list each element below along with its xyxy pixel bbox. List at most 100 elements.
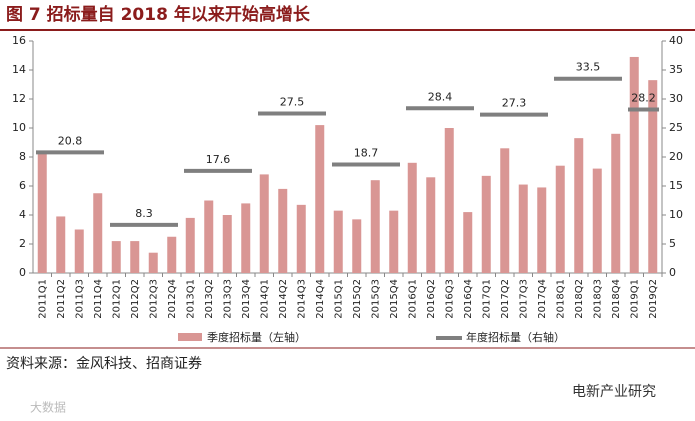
bar (278, 188, 288, 273)
x-tick-label: 2018Q2 (574, 279, 585, 319)
x-tick-label: 2018Q4 (611, 279, 622, 319)
x-tick-label: 2017Q3 (518, 279, 529, 319)
data-label: 27.3 (502, 97, 527, 110)
data-label: 20.8 (58, 134, 83, 147)
x-tick-label: 2019Q1 (629, 279, 640, 319)
bar (148, 252, 158, 273)
bar (555, 165, 565, 273)
y2-tick-label: 15 (669, 179, 683, 192)
bar (537, 187, 547, 273)
y-tick-label: 12 (12, 92, 26, 105)
x-tick-label: 2011Q3 (74, 279, 85, 319)
x-tick-label: 2013Q4 (241, 279, 252, 319)
bar (185, 217, 195, 273)
bar (93, 193, 103, 273)
bar (352, 219, 362, 273)
x-tick-label: 2015Q4 (389, 279, 400, 319)
bar (315, 125, 325, 273)
bar (259, 174, 269, 273)
data-label: 28.2 (631, 91, 656, 104)
bar (592, 168, 602, 273)
y-tick-label: 10 (12, 121, 26, 134)
bar (463, 212, 473, 273)
y2-tick-label: 30 (669, 92, 683, 105)
y2-tick-label: 5 (669, 237, 676, 250)
y-tick-label: 6 (19, 179, 26, 192)
y-tick-label: 4 (19, 208, 26, 221)
chart-title: 图 7 招标量自 2018 年以来开始高增长 (6, 4, 311, 25)
data-label: 33.5 (576, 61, 601, 74)
x-tick-label: 2016Q3 (444, 279, 455, 319)
bar (241, 203, 251, 273)
legend-swatch (178, 333, 202, 341)
y-tick-label: 2 (19, 237, 26, 250)
bar (426, 177, 436, 273)
x-tick-label: 2014Q1 (259, 279, 270, 319)
bar (167, 236, 177, 273)
x-tick-label: 2018Q3 (592, 279, 603, 319)
bar (518, 184, 528, 273)
bar (648, 80, 658, 274)
x-tick-label: 2011Q1 (37, 279, 48, 319)
bar (481, 175, 491, 273)
y2-tick-label: 35 (669, 63, 683, 76)
x-tick-label: 2015Q3 (370, 279, 381, 319)
data-label: 27.5 (280, 96, 305, 109)
bar (500, 148, 510, 273)
watermark: 电新产业研究 (572, 384, 656, 400)
x-tick-label: 2017Q1 (481, 279, 492, 319)
bar (611, 133, 621, 273)
x-tick-label: 2012Q1 (111, 279, 122, 319)
bar (389, 210, 399, 273)
x-tick-label: 2017Q4 (537, 279, 548, 319)
y-tick-label: 8 (19, 150, 26, 163)
x-tick-label: 2017Q2 (500, 279, 511, 319)
y2-tick-label: 10 (669, 208, 683, 221)
x-tick-label: 2016Q2 (426, 279, 437, 319)
y-tick-label: 0 (19, 266, 26, 279)
data-label: 8.3 (135, 207, 153, 220)
bar (130, 241, 140, 273)
x-tick-label: 2014Q2 (278, 279, 289, 319)
legend-label: 季度招标量（左轴） (207, 330, 306, 344)
bar (370, 180, 380, 273)
x-tick-label: 2019Q2 (648, 279, 659, 319)
data-label: 17.6 (206, 153, 231, 166)
x-tick-label: 2013Q2 (204, 279, 215, 319)
x-tick-label: 2011Q4 (93, 279, 104, 319)
bar (407, 162, 417, 273)
y2-tick-label: 20 (669, 150, 683, 163)
bar (56, 216, 66, 273)
y2-tick-label: 40 (669, 34, 683, 47)
y-tick-label: 14 (12, 63, 26, 76)
x-tick-label: 2011Q2 (56, 279, 67, 319)
data-label: 18.7 (354, 147, 379, 160)
bar (629, 56, 639, 274)
x-tick-label: 2018Q1 (555, 279, 566, 319)
source: 资料来源：金风科技、招商证券 (6, 356, 202, 372)
bar (37, 152, 47, 273)
x-tick-label: 2013Q3 (222, 279, 233, 319)
bar (574, 138, 584, 273)
bar (296, 204, 306, 273)
x-tick-label: 2013Q1 (185, 279, 196, 319)
x-tick-label: 2015Q2 (352, 279, 363, 319)
x-tick-label: 2012Q4 (167, 279, 178, 319)
bar (111, 241, 121, 273)
y-tick-label: 16 (12, 34, 26, 47)
x-tick-label: 2012Q2 (130, 279, 141, 319)
x-tick-label: 2012Q3 (148, 279, 159, 319)
bar (444, 128, 454, 273)
bar (204, 200, 214, 273)
x-tick-label: 2014Q4 (315, 279, 326, 319)
data-label: 28.4 (428, 90, 453, 103)
bar (222, 215, 232, 273)
x-tick-label: 2014Q3 (296, 279, 307, 319)
y2-tick-label: 0 (669, 266, 676, 279)
watermark-logo: 大数据 (30, 400, 66, 415)
legend-label: 年度招标量（右轴） (466, 330, 565, 344)
x-tick-label: 2016Q1 (407, 279, 418, 319)
bar (333, 210, 343, 273)
bar (74, 229, 84, 273)
